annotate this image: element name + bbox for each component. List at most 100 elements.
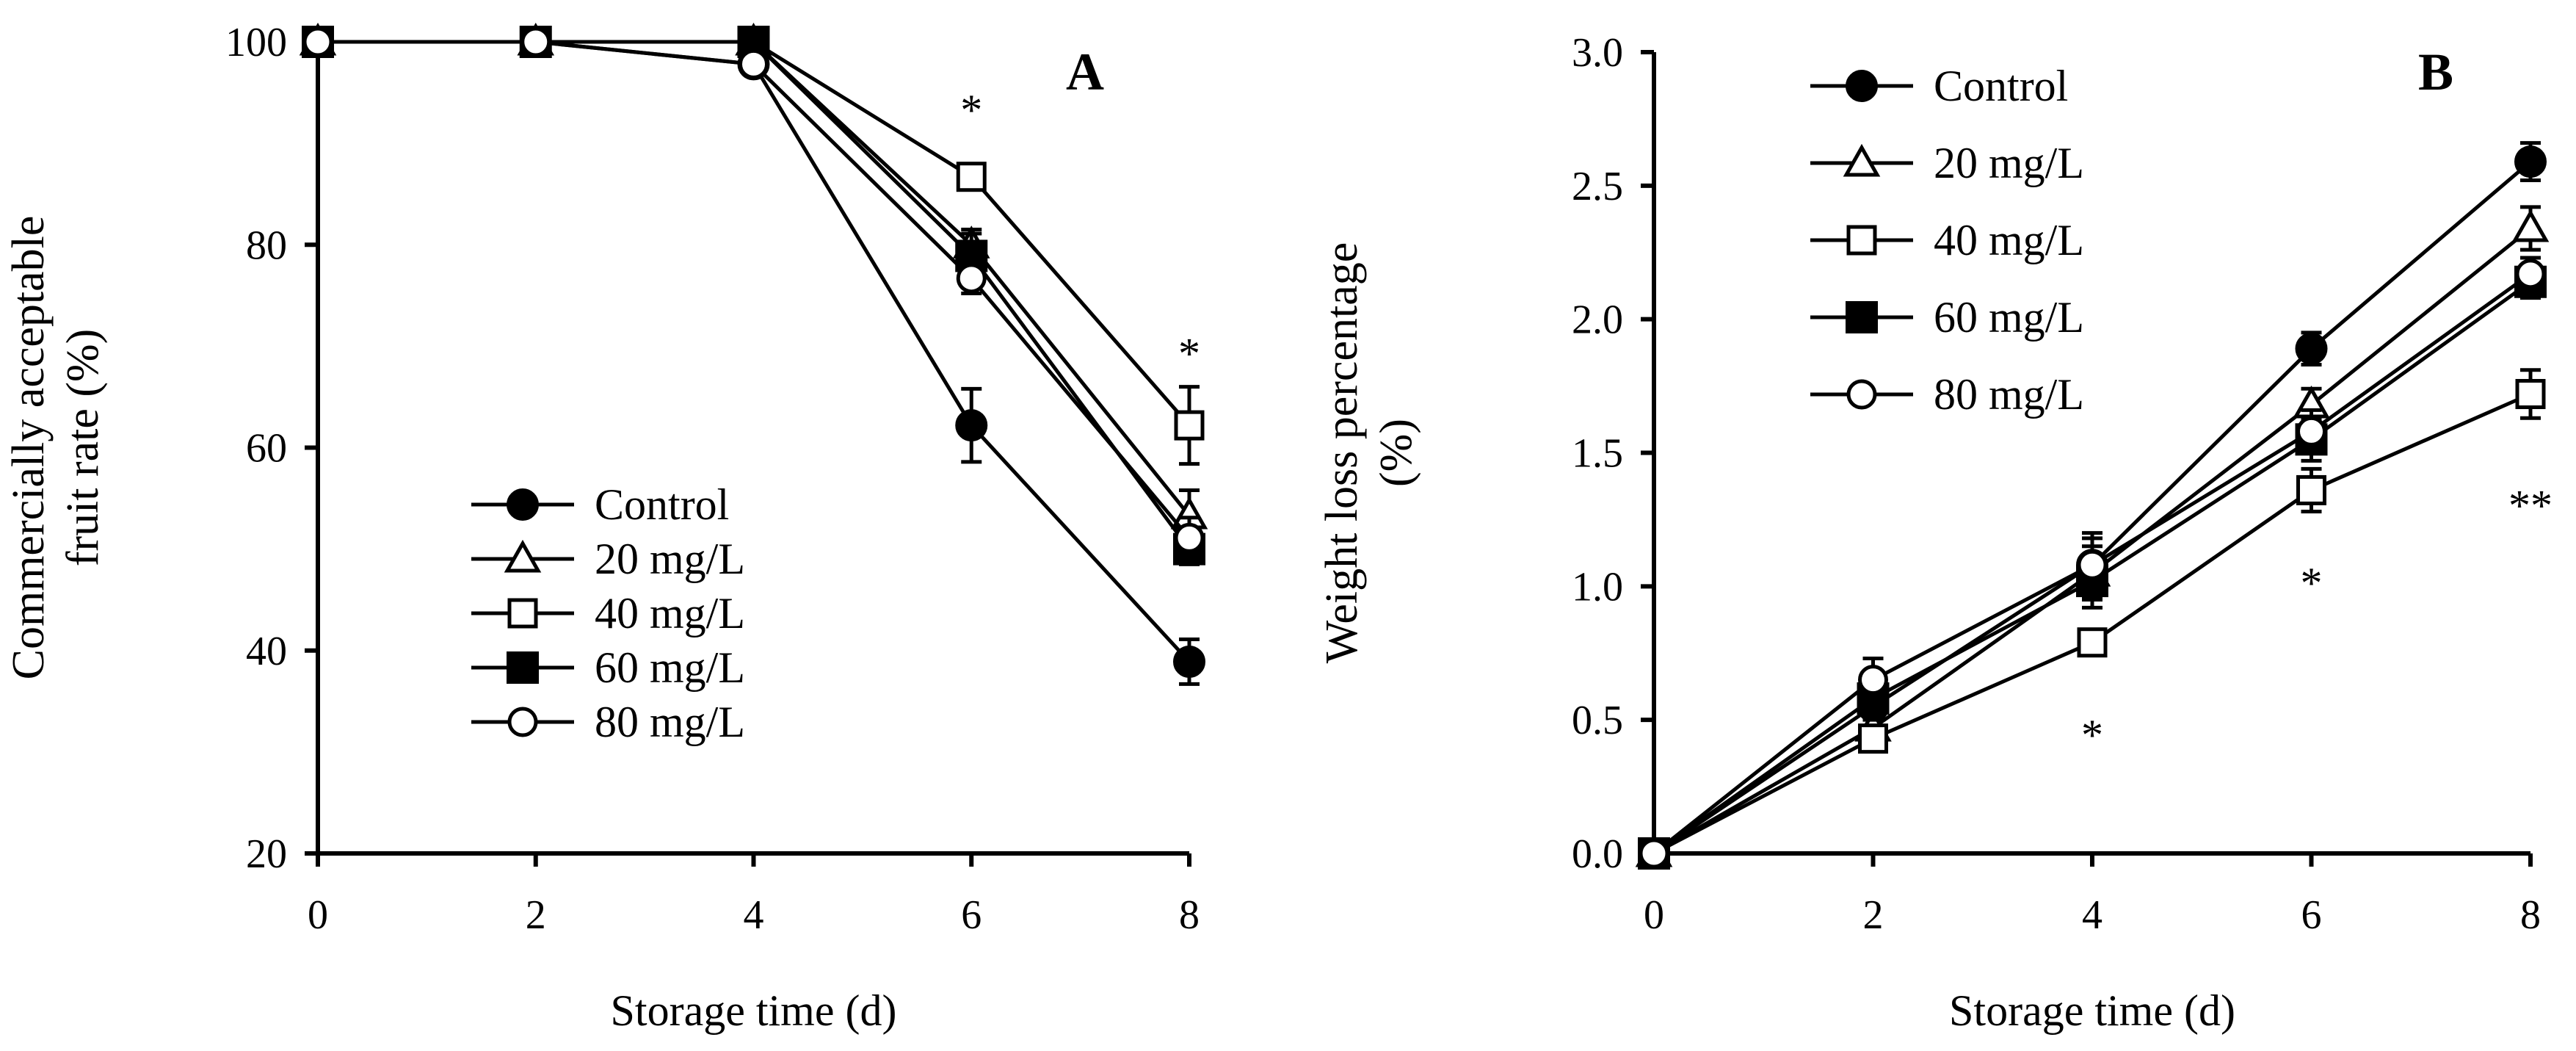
panel-b-series-40-mg-l-point-shape	[2296, 474, 2326, 505]
panel-b-series-80-mg-l-point	[2515, 259, 2546, 289]
panel-b-series-40-mg-l-point	[2077, 627, 2108, 658]
panel-a-series-80-mg-l-point-shape	[520, 26, 551, 57]
panel-b-x-tick-label: 2	[1863, 892, 1884, 938]
panel-a-legend-item: 80 mg/L	[471, 698, 745, 746]
panel-a-series-control-point-shape	[1173, 645, 1205, 678]
panel-b-series-80-mg-l-point	[1639, 838, 1669, 869]
panel-a-series-control-point	[1173, 645, 1205, 678]
panel-b-legend-marker	[1846, 70, 1878, 102]
panel-b-panel-label: B	[2418, 43, 2453, 101]
panel-a-series-80-mg-l-point-shape	[739, 48, 769, 79]
panel-a-legend-label: 40 mg/L	[595, 589, 745, 638]
panel-b-legend-label: 80 mg/L	[1934, 370, 2084, 419]
panel-b-series-40-mg-l-point-shape	[1858, 723, 1888, 754]
panel-b-legend-item: 80 mg/L	[1810, 370, 2084, 419]
panel-b-y-tick-label: 1.5	[1572, 431, 1623, 477]
panel-a-significance-annotation: *	[960, 86, 982, 134]
panel-b-significance-annotation: *	[2081, 711, 2103, 759]
panel-a-series-control	[302, 26, 1205, 686]
panel-a-series-control-point	[955, 409, 988, 442]
panel-a-series-80-mg-l-line	[318, 40, 1191, 540]
panel-b-series-40-mg-l	[1639, 368, 2546, 869]
panel-a-x-tick-label: 2	[526, 892, 546, 938]
panel-a-x-axis-title: Storage time (d)	[611, 986, 897, 1035]
panel-b-legend-marker	[1843, 143, 1881, 177]
panel-b-series-80-mg-l-point-shape	[1639, 838, 1669, 869]
panel-b-series-80-mg-l	[1639, 256, 2546, 869]
panel-a-legend-item: 20 mg/L	[471, 535, 745, 583]
panel-a-legend-item: Control	[471, 480, 729, 529]
panel-b-y-tick-label: 0.5	[1572, 698, 1623, 743]
panel-b-series-40-mg-l-point-shape	[2077, 627, 2108, 658]
panel-a-x-tick-label: 8	[1179, 892, 1200, 938]
panel-b-series-80-mg-l-point-shape	[1858, 665, 1888, 696]
panel-b-series-control-point	[2514, 145, 2547, 178]
panel-b-legend-item: 40 mg/L	[1810, 216, 2084, 264]
panel-a-series-20-mg-l	[299, 22, 1208, 543]
panel-b-series-40-mg-l-line	[1652, 392, 2532, 856]
panel-b-y-axis-title-line: Weight loss percentage	[1317, 242, 1367, 663]
panel-a-legend-marker	[507, 651, 539, 684]
panel-b-series-40-mg-l-point	[2515, 378, 2546, 409]
panel-b-legend-marker-shape	[1846, 70, 1878, 102]
panel-a-y-tick-label: 80	[246, 223, 287, 268]
panel-b-chart: 0.0 0.5 1.0 1.5 2.0 2.5 3.0 0 2 4 6 8 Storage time (…	[1317, 30, 2553, 1035]
panel-a-series-40-mg-l-point	[1174, 410, 1205, 441]
panel-a-legend-marker-shape	[504, 539, 542, 573]
panel-b-series-40-mg-l-point	[2296, 474, 2326, 505]
panel-b-series-control-point	[2295, 332, 2328, 365]
panel-b-series-80-mg-l-point-shape	[2296, 416, 2326, 447]
panel-a-series-80-mg-l-point	[1174, 522, 1205, 553]
panel-b-y-axis-title-line: (%)	[1371, 419, 1421, 487]
panel-a-y-tick-label: 60	[246, 426, 287, 472]
panel-a-legend-marker	[504, 539, 542, 573]
panel-a-y-axis-title: Commercially acceptablefruit rate (%)	[4, 216, 108, 680]
panel-b-legend-marker-shape	[1846, 301, 1878, 333]
panel-b-y-tick-label: 0.0	[1572, 831, 1623, 877]
panel-a-series-40-mg-l-point-shape	[956, 162, 987, 192]
panel-a-legend-label: 20 mg/L	[595, 535, 745, 583]
panel-a-series-60-mg-l-line	[318, 40, 1191, 551]
panel-a-y-axis-title-line: fruit rate (%)	[58, 329, 108, 567]
panel-a-series-80-mg-l-point	[739, 48, 769, 79]
panel-b-y-tick-label: 2.5	[1572, 164, 1623, 209]
panel-b-series-20-mg-l-point-shape	[2511, 209, 2550, 242]
panel-a-series-80-mg-l-point	[956, 263, 987, 294]
panel-a-legend-label: 80 mg/L	[595, 698, 745, 746]
panel-a-chart: 20 40 60 80 100 0 2 4 6 8 Storage time (d) Commerci…	[4, 20, 1208, 1035]
panel-b-series-80-mg-l-point-shape	[2515, 259, 2546, 289]
panel-a-series-80-mg-l-point-shape	[302, 26, 333, 57]
panel-b-x-tick-label: 0	[1644, 892, 1664, 938]
panel-b-series-80-mg-l-point	[2296, 416, 2326, 447]
panel-b-series-control-point-shape	[2295, 332, 2328, 365]
panel-b-legend-marker	[1846, 225, 1877, 256]
panel-a-legend-label: Control	[595, 480, 729, 529]
panel-a-legend-item: 60 mg/L	[471, 643, 745, 692]
panel-b-x-tick-label: 4	[2082, 892, 2102, 938]
panel-b-legend-marker-shape	[1843, 143, 1881, 177]
panel-a-series-40-mg-l-point	[956, 162, 987, 192]
panel-b-legend-item: Control	[1810, 62, 2068, 110]
panel-a-legend-marker-shape	[507, 651, 539, 684]
panel-b-y-tick-label: 2.0	[1572, 297, 1623, 343]
panel-b-legend-marker	[1846, 379, 1877, 410]
panel-a-y-tick-label: 100	[225, 20, 287, 65]
panel-b-y-tick-label: 3.0	[1572, 30, 1623, 76]
panel-a-legend-item: 40 mg/L	[471, 589, 745, 638]
panel-b-y-tick-label: 1.0	[1572, 564, 1623, 610]
panel-b-series-80-mg-l-point-shape	[2077, 549, 2108, 580]
panel-b-legend-label: 40 mg/L	[1934, 216, 2084, 264]
panel-a-significance-annotation: *	[1178, 329, 1200, 378]
panel-a-legend-label: 60 mg/L	[595, 643, 745, 692]
panel-b-legend-item: 60 mg/L	[1810, 293, 2084, 342]
panel-a-legend-marker	[507, 598, 538, 629]
panel-a-series-40-mg-l-point-shape	[1174, 410, 1205, 441]
panel-a-series-80-mg-l	[302, 26, 1205, 560]
panel-b-series-control-point-shape	[2514, 145, 2547, 178]
panel-b-significance-annotation: *	[2301, 559, 2323, 607]
panel-b-legend-item: 20 mg/L	[1810, 139, 2084, 187]
panel-b-legend: Control 20 mg/L 40 mg/L 60 mg/L 80 mg/L	[1810, 62, 2084, 419]
panel-a-series-60-mg-l	[302, 26, 1205, 566]
panel-a-x-tick-label: 6	[961, 892, 982, 938]
